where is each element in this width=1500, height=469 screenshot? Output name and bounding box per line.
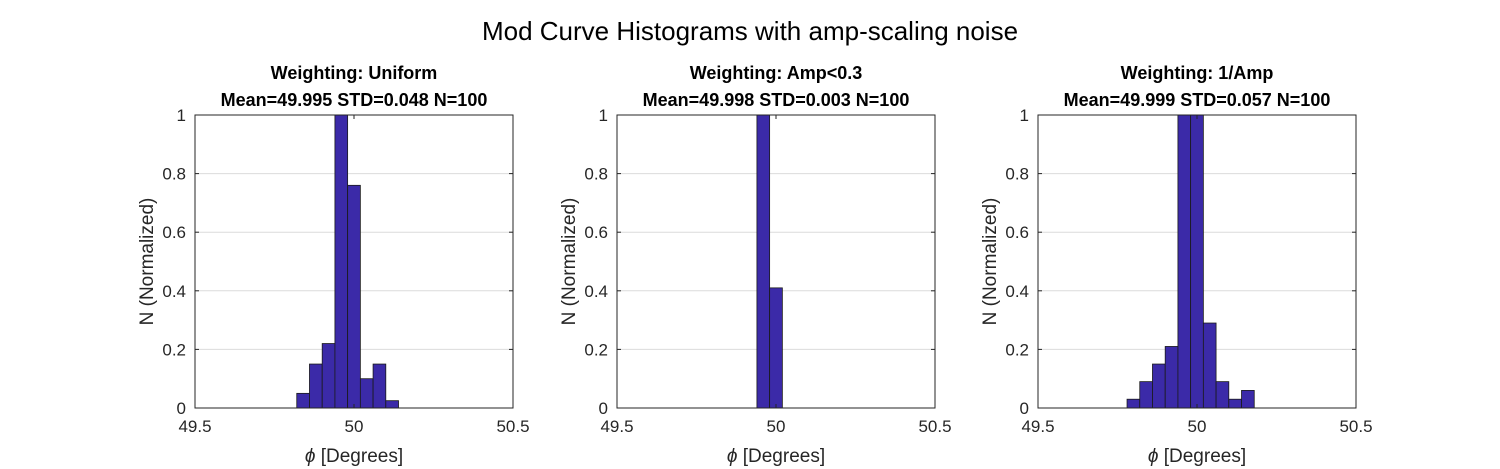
histogram-bar xyxy=(385,400,399,409)
y-axis-label: N (Normalized) xyxy=(137,198,158,326)
x-tick-label: 49.5 xyxy=(178,417,211,436)
histogram-panels: 49.5 50 50.5 0 0.2 0.4 0.6 0.8 1 Weighting: Unifo… xyxy=(137,63,1373,467)
y-tick-label: 0.4 xyxy=(162,282,186,301)
y-tick-label: 0 xyxy=(599,399,608,418)
histogram-bar xyxy=(1139,381,1153,409)
x-axis-unit: [Degrees] xyxy=(315,446,403,467)
histogram-panel-2: 49.5 50 50.5 0 0.2 0.4 0.6 0.8 1 Weighting: Amp<0… xyxy=(559,63,952,467)
panel-title: Weighting: Uniform xyxy=(271,63,438,83)
y-axis-label: N (Normalized) xyxy=(980,198,1001,326)
y-tick-label: 0.2 xyxy=(162,340,186,359)
x-tick-label: 50.5 xyxy=(496,417,529,436)
y-tick-label: 0.2 xyxy=(1005,340,1029,359)
x-tick-label: 49.5 xyxy=(600,417,633,436)
x-tick-label: 50 xyxy=(1188,417,1207,436)
histogram-bar xyxy=(309,363,323,409)
panel-subtitle: Mean=49.995 STD=0.048 N=100 xyxy=(221,90,488,110)
y-tick-label: 0.2 xyxy=(584,340,608,359)
histogram-bar xyxy=(1190,114,1204,409)
y-tick-label: 0 xyxy=(177,399,186,418)
x-axis-label: ϕ [Degrees] xyxy=(1148,446,1246,467)
y-tick-label: 1 xyxy=(177,106,186,125)
y-tick-label: 0 xyxy=(1020,399,1029,418)
y-tick-label: 0.6 xyxy=(162,223,186,242)
x-tick-label: 50 xyxy=(345,417,364,436)
histogram-bar xyxy=(1202,322,1217,409)
x-tick-label: 50.5 xyxy=(918,417,951,436)
x-axis-symbol: ϕ xyxy=(305,446,316,467)
histogram-bar xyxy=(756,114,771,409)
y-tick-label: 0.8 xyxy=(162,165,186,184)
x-axis-unit: [Degrees] xyxy=(737,446,825,467)
y-tick-label: 1 xyxy=(1020,106,1029,125)
histogram-bar xyxy=(296,392,310,409)
panel-title: Weighting: 1/Amp xyxy=(1121,63,1274,83)
histogram-bar xyxy=(769,287,783,409)
x-tick-label: 49.5 xyxy=(1021,417,1054,436)
histogram-bar xyxy=(372,363,387,409)
x-axis-symbol: ϕ xyxy=(727,446,738,467)
y-tick-label: 0.6 xyxy=(584,223,608,242)
histogram-bar xyxy=(1164,346,1179,409)
histogram-bar xyxy=(1126,398,1141,409)
x-axis-symbol: ϕ xyxy=(1148,446,1159,467)
y-tick-label: 0.8 xyxy=(584,165,608,184)
histogram-bar xyxy=(1177,114,1192,409)
histogram-bar xyxy=(321,343,336,409)
y-tick-label: 0.4 xyxy=(1005,282,1029,301)
x-tick-label: 50.5 xyxy=(1339,417,1372,436)
y-tick-label: 1 xyxy=(599,106,608,125)
y-axis-label: N (Normalized) xyxy=(559,198,580,326)
y-tick-label: 0.6 xyxy=(1005,223,1029,242)
histogram-bar xyxy=(1241,390,1255,409)
histogram-bar xyxy=(359,378,374,409)
figure-title: Mod Curve Histograms with amp-scaling no… xyxy=(482,16,1018,46)
histogram-bar xyxy=(1215,381,1230,409)
y-tick-label: 0.4 xyxy=(584,282,608,301)
panel-subtitle: Mean=49.998 STD=0.003 N=100 xyxy=(643,90,910,110)
panel-subtitle: Mean=49.999 STD=0.057 N=100 xyxy=(1064,90,1331,110)
panel-title: Weighting: Amp<0.3 xyxy=(690,63,863,83)
histogram-panel-1: 49.5 50 50.5 0 0.2 0.4 0.6 0.8 1 Weighting: Unifo… xyxy=(137,63,530,467)
histogram-bar xyxy=(347,184,361,409)
histogram-bar xyxy=(1228,398,1242,409)
x-axis-label: ϕ [Degrees] xyxy=(305,446,403,467)
histogram-bar xyxy=(1152,363,1166,409)
histogram-panel-3: 49.5 50 50.5 0 0.2 0.4 0.6 0.8 1 Weighting: 1/Amp… xyxy=(980,63,1373,467)
x-axis-label: ϕ [Degrees] xyxy=(727,446,825,467)
histogram-bar xyxy=(334,114,349,409)
x-tick-label: 50 xyxy=(767,417,786,436)
y-tick-label: 0.8 xyxy=(1005,165,1029,184)
x-axis-unit: [Degrees] xyxy=(1158,446,1246,467)
